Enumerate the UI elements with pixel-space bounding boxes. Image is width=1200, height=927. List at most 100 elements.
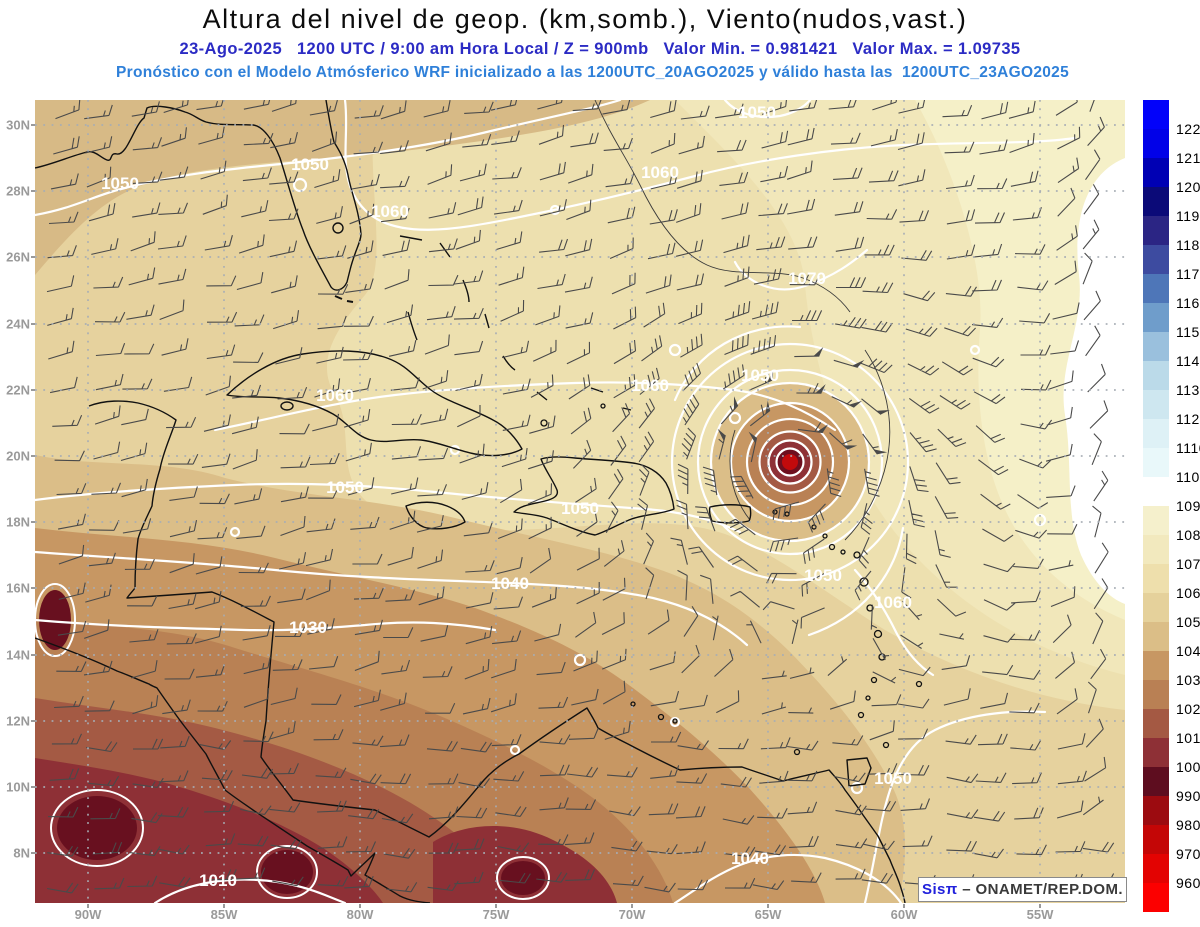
- lat-tick-label: 26N: [6, 249, 30, 265]
- contour-ring: [496, 856, 550, 900]
- colorbar-segment: [1143, 477, 1169, 507]
- lon-tick-label: 85W: [210, 907, 238, 922]
- low-blob-990: [57, 796, 137, 860]
- contour-value-label: 1050: [561, 499, 599, 518]
- page-title: Altura del nivel de geop. (km,somb.), Vi…: [202, 4, 968, 34]
- lon-tick-mark: [903, 904, 905, 908]
- colorbar-tick-label: 1140: [1176, 353, 1200, 369]
- lon-tick-mark: [1039, 904, 1041, 908]
- colorbar-segment: [1143, 651, 1169, 681]
- lon-tick-mark: [359, 904, 361, 908]
- colorbar-segment: [1143, 854, 1169, 884]
- colorbar-tick-label: 960: [1176, 875, 1200, 891]
- colorbar-segment: [1143, 245, 1169, 275]
- colorbar-tick-label: 1220: [1176, 121, 1200, 137]
- band-1040-top: [35, 100, 650, 275]
- contour-value-label: 1050: [804, 566, 842, 585]
- lat-tick-mark: [31, 654, 35, 656]
- lat-tick-mark: [31, 720, 35, 722]
- lat-tick-label: 10N: [6, 779, 30, 795]
- lat-tick-mark: [31, 587, 35, 589]
- contour-map: 1050 1050 1050 1060 1060 1070 1060 1060 1050 1050…: [33, 80, 1126, 905]
- coastlines: [34, 99, 906, 904]
- colorbar-tick-label: 1190: [1176, 208, 1200, 224]
- contour-value-label: 1040: [491, 574, 529, 593]
- lat-tick-mark: [31, 786, 35, 788]
- lon-tick-label: 55W: [1026, 907, 1054, 922]
- colorbar-segment: [1143, 216, 1169, 246]
- contour-ring: [50, 789, 144, 867]
- contour-value-label: 1060: [631, 376, 669, 395]
- contour-value-label: 1060: [641, 163, 679, 182]
- low-blob-990: [261, 850, 313, 894]
- lon-tick-mark: [223, 904, 225, 908]
- contour-value-label: 1060: [371, 202, 409, 221]
- colorbar-segment: [1143, 883, 1169, 913]
- colorbar-segment: [1143, 680, 1169, 710]
- colorbar-segment: [1143, 129, 1169, 159]
- colorbar-segment: [1143, 535, 1169, 565]
- colorbar-tick-label: 1080: [1176, 527, 1200, 543]
- colorbar-tick-label: 990: [1176, 788, 1200, 804]
- lon-tick-label: 75W: [482, 907, 510, 922]
- colorbar-tick-label: 1050: [1176, 614, 1200, 630]
- colorbar-tick-label: 1030: [1176, 672, 1200, 688]
- colorbar-tick-label: 1040: [1176, 643, 1200, 659]
- colorbar-segment: [1143, 419, 1169, 449]
- lat-tick-mark: [31, 455, 35, 457]
- colorbar-segment: [1143, 187, 1169, 217]
- lon-tick-mark: [495, 904, 497, 908]
- colorbar-segment: [1143, 738, 1169, 768]
- lat-tick-label: 28N: [6, 183, 30, 199]
- colorbar-tick-label: 1170: [1176, 266, 1200, 282]
- credit-box: Sisπ – ONAMET/REP.DOM.: [918, 877, 1127, 902]
- colorbar-segment: [1143, 361, 1169, 391]
- colorbar-segment: [1143, 158, 1169, 188]
- colorbar-segment: [1143, 390, 1169, 420]
- lat-tick-mark: [31, 124, 35, 126]
- lon-tick-label: 80W: [346, 907, 374, 922]
- wind-barbs: [46, 80, 1115, 894]
- contour-value-label: 1030: [289, 618, 327, 637]
- lat-tick-label: 24N: [6, 316, 30, 332]
- colorbar-tick-label: 1000: [1176, 759, 1200, 775]
- contour-value-label: 1050: [741, 366, 779, 385]
- lon-tick-label: 90W: [74, 907, 102, 922]
- colorbar-tick-label: 1210: [1176, 150, 1200, 166]
- contour-value-label: 1050: [738, 103, 776, 122]
- credit-app-name: Sisπ: [922, 881, 958, 898]
- colorbar-tick-label: 1060: [1176, 585, 1200, 601]
- colorbar-tick-label: 1150: [1176, 324, 1200, 340]
- colorbar-segment: [1143, 767, 1169, 797]
- tropical-cyclone: [670, 342, 910, 582]
- contour-ring: [256, 845, 318, 899]
- lon-tick-mark: [767, 904, 769, 908]
- colorbar-segment: [1143, 564, 1169, 594]
- credit-org: – ONAMET/REP.DOM.: [957, 881, 1123, 898]
- lat-tick-label: 30N: [6, 117, 30, 133]
- colorbar-tick-label: 1180: [1176, 237, 1200, 253]
- low-blob-990: [39, 590, 71, 650]
- colorbar-tick-label: 1160: [1176, 295, 1200, 311]
- colorbar-segment: [1143, 622, 1169, 652]
- colorbar-segment: [1143, 825, 1169, 855]
- contour-value-label: 1050: [291, 155, 329, 174]
- colorbar: [1143, 100, 1169, 913]
- lat-tick-mark: [31, 256, 35, 258]
- colorbar-segment: [1143, 593, 1169, 623]
- colorbar-segment: [1143, 332, 1169, 362]
- subtitle-model-info: Pronóstico con el Modelo Atmósferico WRF…: [115, 64, 1070, 81]
- contour-value-label: 1050: [101, 174, 139, 193]
- colorbar-segment: [1143, 796, 1169, 826]
- colorbar-tick-label: 1070: [1176, 556, 1200, 572]
- lat-tick-mark: [31, 323, 35, 325]
- colorbar-segment: [1143, 709, 1169, 739]
- contour-value-label: 1050: [326, 478, 364, 497]
- lon-tick-label: 70W: [618, 907, 646, 922]
- contour-value-label: 1010: [199, 871, 237, 890]
- colorbar-tick-label: 1010: [1176, 730, 1200, 746]
- colorbar-segment: [1143, 448, 1169, 478]
